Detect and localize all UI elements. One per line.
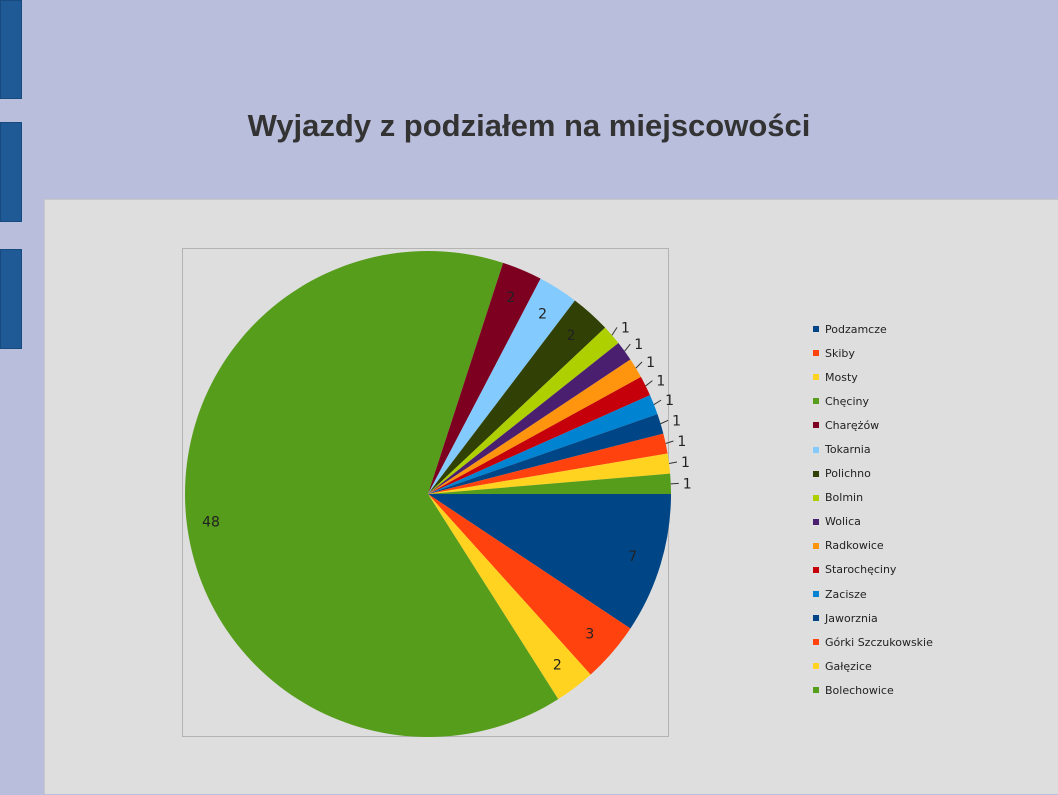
data-label-14: 1 <box>677 434 686 450</box>
data-label-9: 1 <box>634 337 643 353</box>
legend-item: Mosty <box>813 365 933 389</box>
pie-slice-10 <box>428 359 641 494</box>
pie-slice-9 <box>428 343 631 494</box>
pie-slice-12 <box>428 395 658 494</box>
legend-item: Bolechowice <box>813 678 933 702</box>
legend-label: Radkowice <box>825 539 884 553</box>
pie-slice-6 <box>428 278 575 494</box>
legend-label: Zacisze <box>825 587 867 601</box>
legend-label: Wolica <box>825 515 861 529</box>
legend-swatch <box>813 615 819 622</box>
legend-swatch <box>813 566 819 573</box>
legend-swatch <box>813 542 819 549</box>
legend-item: Skiby <box>813 341 933 365</box>
pie-slice-7 <box>428 300 606 494</box>
data-label-7: 2 <box>567 328 576 344</box>
pie-slice-15 <box>428 453 671 494</box>
legend-swatch <box>813 446 819 453</box>
legend-label: Chęciny <box>825 394 870 408</box>
legend-item: Tokarnia <box>813 437 933 461</box>
legend-item: Górki Szczukowskie <box>813 630 933 654</box>
legend-item: Zacisze <box>813 582 933 606</box>
legend-item: Bolmin <box>813 486 933 510</box>
data-label-5: 2 <box>506 290 515 306</box>
legend-swatch <box>813 422 819 429</box>
legend-label: Polichno <box>825 467 871 481</box>
leader-line-9 <box>624 343 631 352</box>
legend-item: Wolica <box>813 510 933 534</box>
leader-line-14 <box>665 440 674 444</box>
legend-swatch <box>813 639 819 646</box>
legend-swatch <box>813 326 819 333</box>
leader-line-16 <box>670 482 679 485</box>
legend-item: Podzamcze <box>813 317 933 341</box>
legend-label: Skiby <box>825 346 855 360</box>
data-label-11: 1 <box>656 374 665 390</box>
legend-item: Starochęciny <box>813 558 933 582</box>
legend-label: Charężów <box>825 418 880 432</box>
legend-swatch <box>813 350 819 357</box>
chart-panel: 7 3 2 48 2 2 2 1 1 1 1 1 1 1 1 1 Podzamcze Skiby Mosty Chę… <box>44 199 1058 794</box>
slide-tab-3 <box>0 249 22 349</box>
data-label-16: 1 <box>683 476 692 492</box>
pie-slice-11 <box>428 376 650 494</box>
legend-item: Chęciny <box>813 389 933 413</box>
pie-slice-14 <box>428 433 668 494</box>
legend-swatch <box>813 518 819 525</box>
legend-label: Bolmin <box>825 491 864 505</box>
legend-item: Jaworznia <box>813 606 933 630</box>
legend-label: Górki Szczukowskie <box>825 635 933 649</box>
legend: Podzamcze Skiby Mosty Chęciny Charężów Tokarn… <box>813 317 933 703</box>
pie-slice-2 <box>428 494 631 675</box>
leader-line-15 <box>668 461 678 465</box>
data-label-15: 1 <box>681 455 690 471</box>
pie-slice-16 <box>428 473 671 494</box>
data-label-8: 1 <box>621 320 630 336</box>
legend-swatch <box>813 494 819 501</box>
leader-line-11 <box>645 380 653 387</box>
data-label-12: 1 <box>665 393 674 409</box>
data-label-10: 1 <box>646 355 655 371</box>
legend-label: Tokarnia <box>825 443 871 457</box>
pie-slice-13 <box>428 414 664 494</box>
data-label-2: 3 <box>585 627 594 643</box>
legend-label: Mosty <box>825 370 858 384</box>
legend-swatch <box>813 470 819 477</box>
legend-swatch <box>813 398 819 405</box>
pie-slice-3 <box>428 494 591 700</box>
data-label-3: 2 <box>553 657 562 673</box>
legend-label: Starochęciny <box>825 563 897 577</box>
pie-slice-4 <box>184 251 559 737</box>
legend-swatch <box>813 374 819 381</box>
legend-swatch <box>813 687 819 694</box>
legend-label: Bolechowice <box>825 683 894 697</box>
chart-title: Wyjazdy z podziałem na miejscowości <box>247 108 811 143</box>
legend-item: Polichno <box>813 462 933 486</box>
pie-slice-1 <box>428 494 671 629</box>
pie-slice-5 <box>428 262 541 494</box>
leader-line-10 <box>635 361 643 369</box>
legend-swatch <box>813 591 819 598</box>
slide-tab-1 <box>0 0 22 99</box>
legend-item: Charężów <box>813 413 933 437</box>
leader-line-8 <box>611 327 618 336</box>
leader-line-13 <box>660 419 669 425</box>
data-label-13: 1 <box>672 413 681 429</box>
legend-label: Podzamcze <box>825 322 887 336</box>
slide-tab-2 <box>0 122 22 222</box>
leader-line-12 <box>653 399 662 405</box>
data-label-1: 7 <box>628 549 637 565</box>
data-label-4: 48 <box>202 514 220 530</box>
data-label-6: 2 <box>538 306 547 322</box>
legend-swatch <box>813 663 819 670</box>
legend-label: Jaworznia <box>825 611 878 625</box>
legend-label: Gałęzice <box>825 659 872 673</box>
legend-item: Gałęzice <box>813 654 933 678</box>
pie-slice-8 <box>428 327 619 494</box>
legend-item: Radkowice <box>813 534 933 558</box>
